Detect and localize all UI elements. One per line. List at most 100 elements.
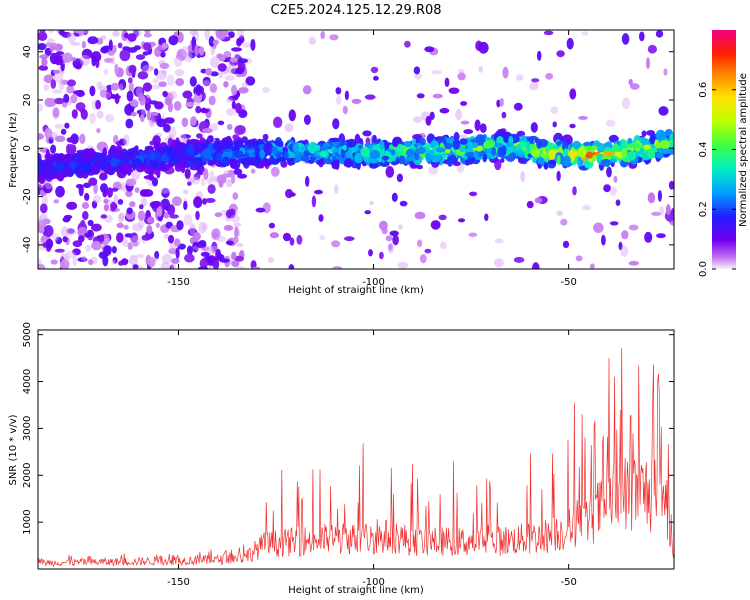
spectrogram-cell: [191, 95, 202, 106]
spectrogram-cell: [647, 147, 656, 159]
spectrogram-cell: [221, 173, 232, 178]
spectrogram-cell: [543, 30, 554, 36]
spectrogram-cell: [60, 259, 70, 269]
spectrogram-cell: [373, 75, 379, 81]
spectrogram-cell: [38, 31, 48, 41]
spectrogram-cell: [112, 44, 117, 54]
spectrogram-cell: [96, 110, 104, 119]
spectrogram-cell: [494, 238, 504, 244]
spectrogram-cell: [160, 187, 170, 194]
y-tick-label: -40: [22, 237, 33, 253]
spectrogram-cell: [125, 189, 133, 198]
spectrogram-cell: [303, 114, 311, 126]
x-tick-label: -50: [560, 577, 576, 588]
spectrogram-cell: [70, 41, 81, 46]
spectrogram-cell: [471, 142, 479, 149]
spectrogram-cell: [211, 241, 218, 253]
spectrogram-cell: [428, 166, 439, 175]
spectrogram-cell: [332, 266, 343, 269]
spectrogram-cell: [663, 68, 668, 76]
spectrogram-cell: [419, 254, 427, 264]
spectrogram-cell: [625, 151, 637, 161]
spectrogram-cell: [52, 107, 60, 120]
spectrogram-cell: [381, 155, 390, 161]
spectrogram-cell: [50, 259, 58, 265]
snr-frame: [37, 329, 675, 570]
spectrogram-cell: [540, 153, 549, 159]
spectrogram-cell: [72, 152, 82, 165]
spectrogram-cell: [273, 116, 283, 128]
spectrogram-cell: [88, 259, 94, 265]
spectrogram-cell: [55, 185, 65, 198]
spectrogram-cell: [385, 166, 395, 178]
spectrogram-cell: [269, 232, 279, 239]
spectrogram-cell: [550, 106, 559, 114]
spectrogram-cell: [66, 79, 77, 87]
spectrogram-cell: [125, 118, 134, 129]
spectrogram-cell: [500, 157, 505, 163]
spectrogram-cell: [655, 129, 666, 141]
spectrogram-cell: [199, 108, 210, 114]
spectrogram-cell: [53, 199, 60, 204]
spectrogram-cell: [204, 198, 216, 203]
spectrogram-cell: [195, 241, 207, 248]
spectrogram-cell: [432, 154, 442, 162]
spectrogram-cell: [202, 222, 208, 232]
spectrogram-cell: [114, 63, 119, 75]
spectrogram-cell: [629, 142, 641, 149]
spectrogram-cell: [575, 255, 583, 262]
spectrogram-cell: [230, 68, 238, 74]
spectrogram-cell: [196, 142, 203, 152]
spectrogram-cell: [556, 170, 561, 182]
spectrogram-cell: [668, 180, 674, 190]
spectrogram-cell: [103, 204, 109, 212]
spectrogram-cell: [143, 175, 155, 180]
spectrogram-cell: [237, 30, 245, 38]
spectrogram-cell: [127, 77, 133, 84]
spectrogram-cell: [250, 39, 256, 51]
spectrogram-cell: [102, 147, 108, 158]
spectrogram-cell: [175, 148, 182, 154]
spectrogram-cell: [162, 70, 167, 75]
spectrogram-cell: [159, 62, 170, 70]
spectrogram-cell: [417, 239, 423, 248]
spectrogram-cell: [425, 152, 432, 163]
spectrogram-cell: [126, 207, 133, 215]
spectrogram-cell: [38, 220, 47, 229]
spectrogram-cell: [440, 241, 447, 250]
spectrogram-cell: [51, 232, 60, 241]
spectrogram-cell: [627, 137, 633, 145]
spectrogram-cell: [103, 245, 112, 256]
spectrogram-cell: [469, 191, 478, 197]
spectrogram-cell: [100, 35, 107, 40]
spectrogram-cell: [288, 264, 295, 269]
spectrogram-cell: [501, 111, 507, 119]
spectrogram-cell: [44, 127, 53, 139]
spectrogram-cell: [416, 93, 425, 99]
spectrogram-cell: [79, 133, 86, 144]
spectrogram-cell: [40, 203, 48, 214]
spectrogram-cell: [107, 147, 119, 160]
spectrogram-cell: [151, 177, 159, 187]
spectrogram-cell: [150, 84, 161, 90]
spectrogram-cell: [103, 198, 109, 204]
spectrogram-image: [38, 30, 674, 269]
spectrogram-cell: [215, 248, 222, 261]
spectrogram-cell: [643, 144, 651, 150]
spectrogram-cell: [99, 173, 108, 178]
spectrogram-cell: [368, 162, 379, 169]
spectrogram-cell: [174, 238, 181, 247]
spectrogram-cell: [308, 36, 316, 46]
spectrogram-cell: [87, 36, 99, 45]
spectrogram-cell: [111, 187, 119, 192]
spectrogram-cell: [139, 204, 144, 210]
spectrogram-cell: [212, 176, 221, 183]
spectrogram-cell: [105, 113, 115, 123]
spectrogram-cell: [139, 189, 149, 197]
spectrogram-cell: [448, 87, 460, 94]
spectrogram-cell: [122, 46, 131, 51]
spectrogram-cell: [413, 116, 423, 123]
spectrogram-cell: [118, 138, 127, 146]
spectrogram-cell: [205, 255, 217, 263]
spectrogram-cell: [50, 79, 57, 89]
